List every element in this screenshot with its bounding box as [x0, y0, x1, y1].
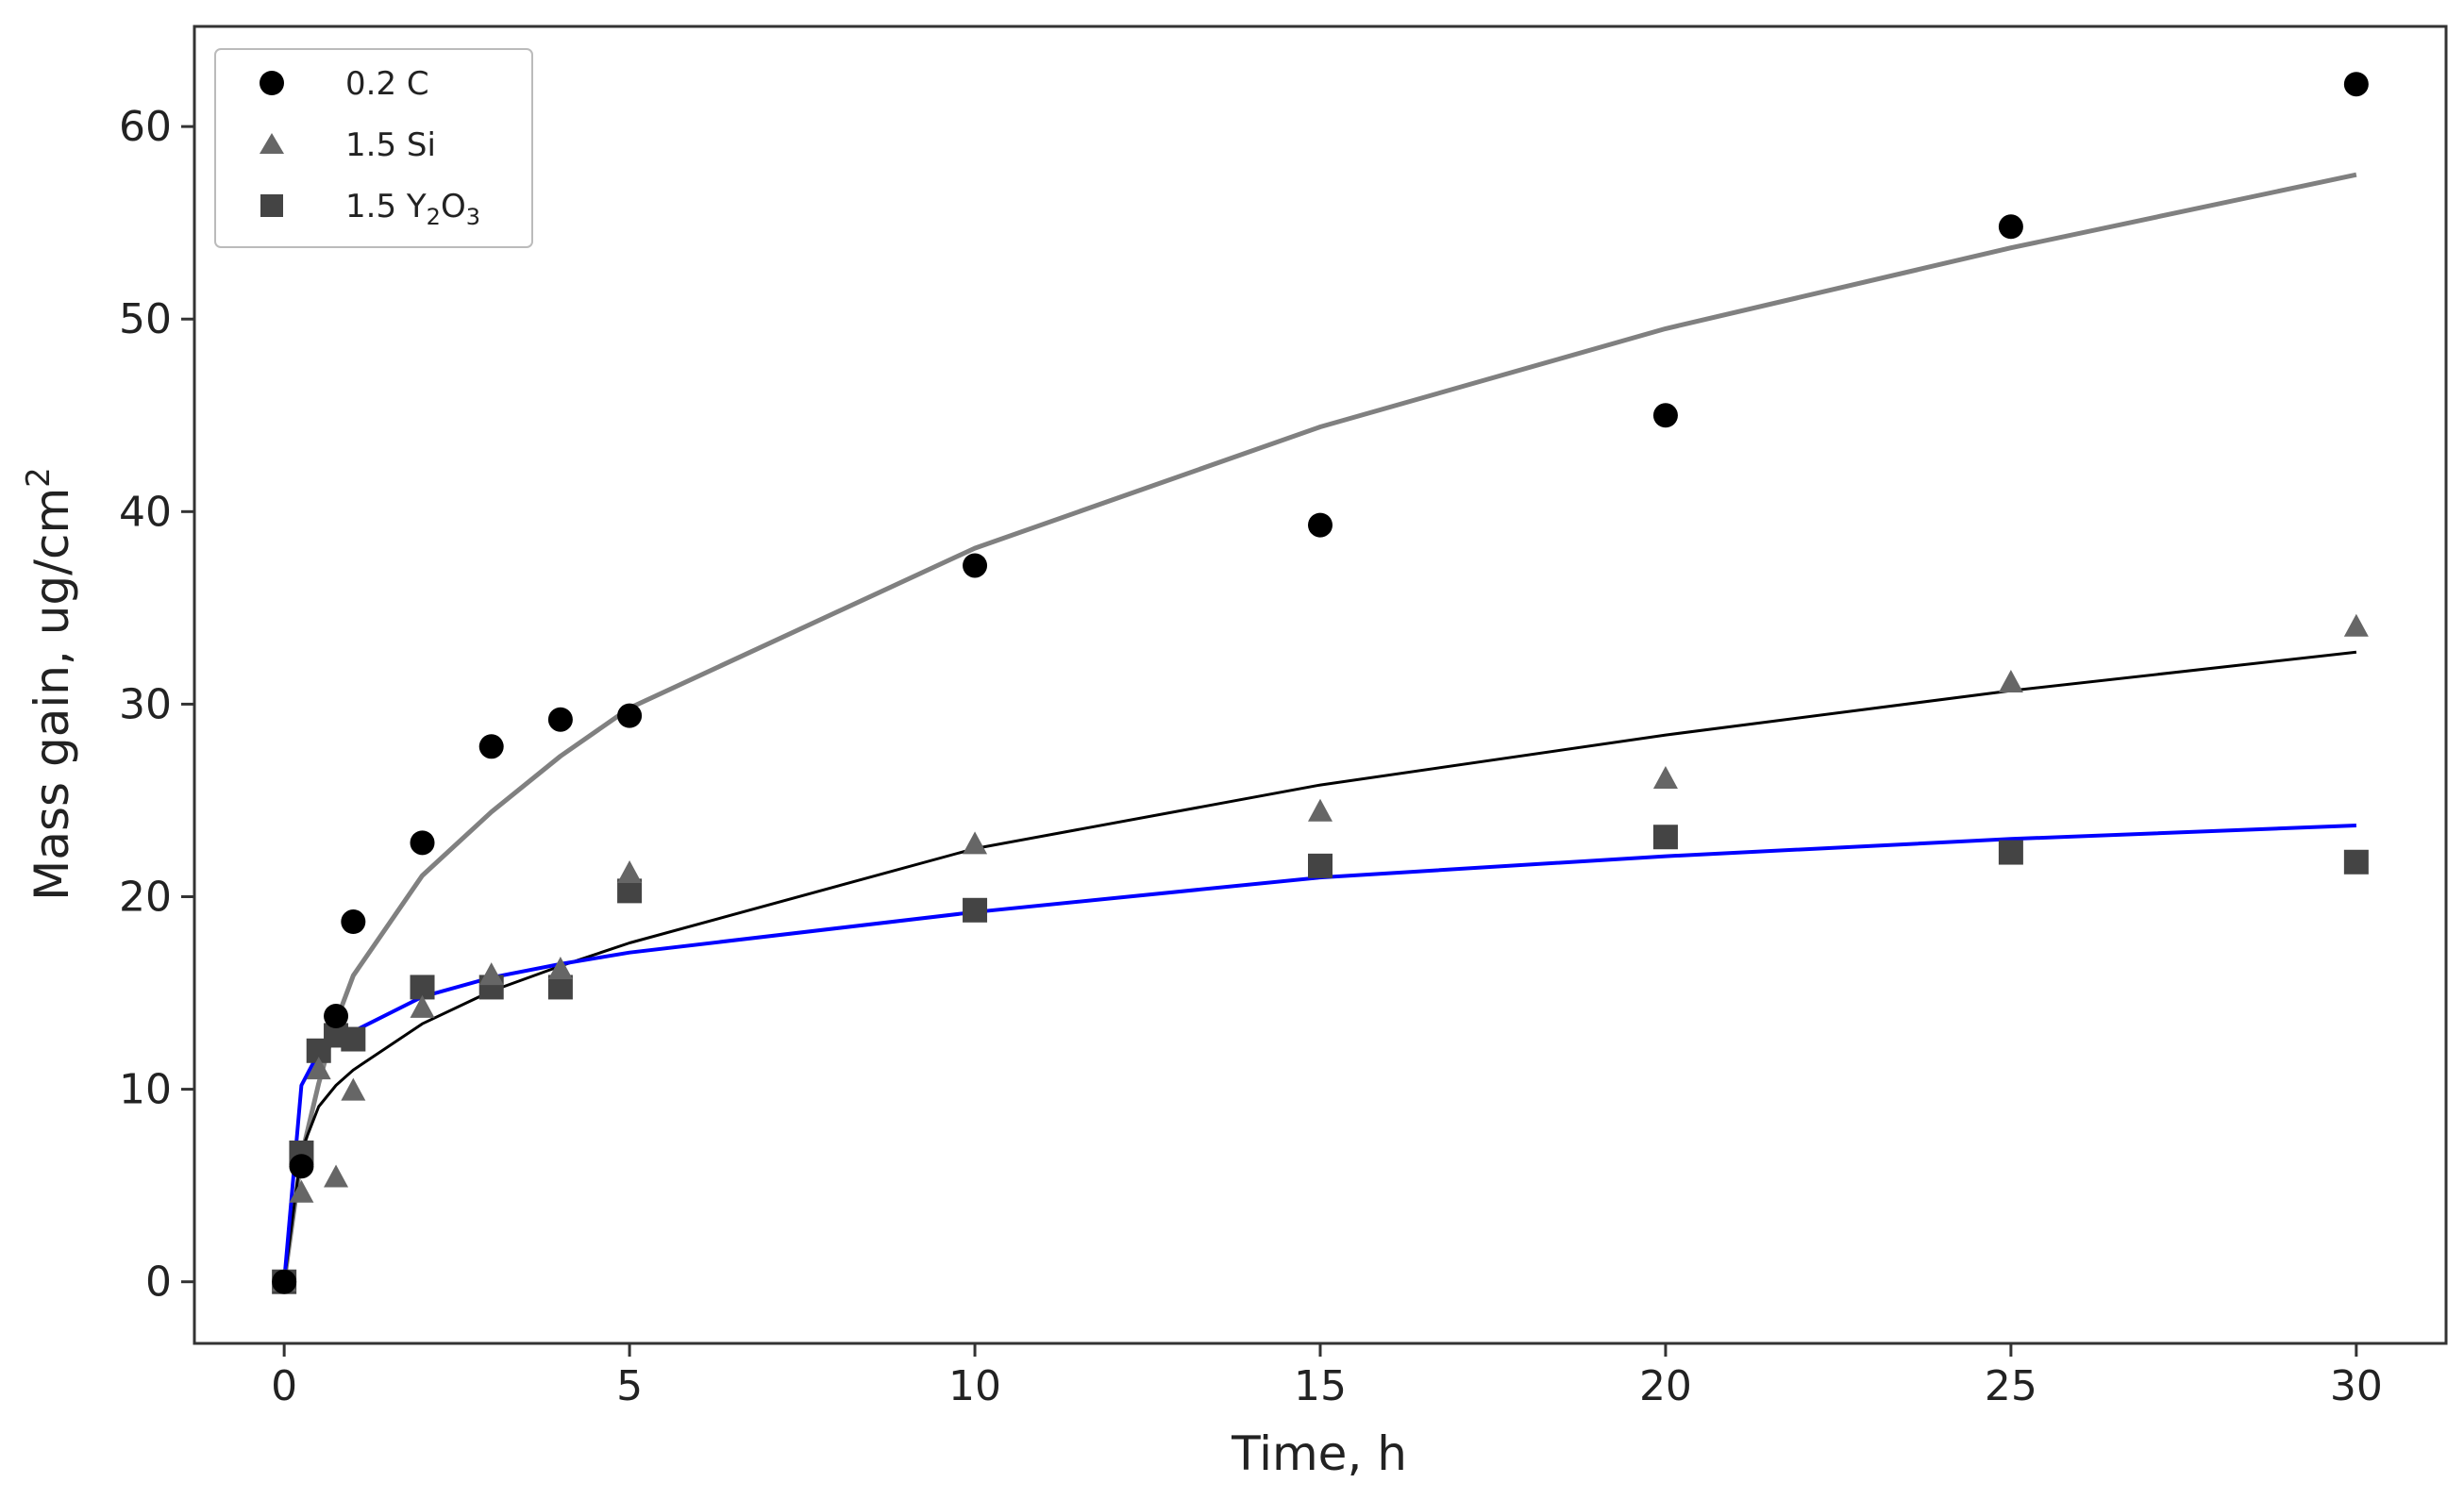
data-markers — [272, 72, 2369, 1294]
y-tick-label: 40 — [119, 488, 172, 536]
x-axis-ticks: 0 5 10 15 20 25 30 — [271, 1343, 2383, 1410]
legend-marker-1.5y2o3 — [260, 194, 283, 217]
data-point-circle — [478, 734, 504, 759]
legend-marker-1.5si — [260, 133, 284, 154]
y-tick-label: 60 — [119, 103, 172, 151]
legend-label-1.5y2o3-sub1: 2 — [427, 204, 441, 230]
legend-label-1.5y2o3-sub2: 3 — [466, 204, 480, 230]
data-point-triangle — [2343, 613, 2369, 637]
x-tick-label: 30 — [2330, 1362, 2383, 1410]
data-point-triangle — [341, 1077, 366, 1101]
y-tick-label: 50 — [119, 295, 172, 343]
data-point-square — [2343, 849, 2369, 875]
x-tick-label: 15 — [1294, 1362, 1347, 1410]
y-tick-label: 0 — [145, 1258, 172, 1307]
data-point-triangle — [1308, 798, 1333, 822]
legend-label-1.5y2o3-part1: 1.5 Y — [345, 188, 427, 225]
data-point-triangle — [289, 1179, 314, 1203]
data-point-circle — [289, 1154, 314, 1179]
data-point-circle — [272, 1269, 297, 1294]
data-point-square — [341, 1026, 366, 1052]
data-point-circle — [547, 707, 573, 732]
data-point-circle — [410, 830, 435, 856]
data-point-triangle — [1998, 669, 2023, 692]
data-point-triangle — [617, 860, 643, 884]
legend-label-1.5y2o3: 1.5 Y2O3 — [345, 188, 480, 230]
data-point-circle — [1308, 512, 1333, 538]
legend-box — [214, 48, 533, 248]
data-point-circle — [1998, 214, 2023, 240]
data-point-triangle — [306, 1057, 331, 1080]
data-point-square — [1308, 853, 1333, 878]
fit-line — [282, 650, 2357, 1282]
y-tick-label: 30 — [119, 680, 172, 728]
y-axis-title-superscript: 2 — [20, 467, 58, 488]
data-point-circle — [963, 553, 988, 578]
x-tick-label: 10 — [948, 1362, 1001, 1410]
y-tick-label: 10 — [119, 1066, 172, 1114]
data-point-triangle — [1652, 766, 1678, 790]
data-point-circle — [1652, 403, 1678, 428]
y-axis-title-text: Mass gain, ug/cm — [25, 488, 79, 901]
data-point-circle — [617, 703, 643, 728]
x-tick-label: 25 — [1985, 1362, 2037, 1410]
data-point-triangle — [410, 994, 435, 1018]
data-point-square — [1998, 840, 2023, 865]
data-point-triangle — [547, 957, 573, 980]
legend-label-1.5y2o3-part2: O — [441, 188, 466, 225]
data-point-square — [1652, 825, 1678, 850]
x-axis-title: Time, h — [1231, 1426, 1407, 1481]
legend-label-0.2c: 0.2 C — [345, 65, 429, 103]
y-axis-title: Mass gain, ug/cm2 — [20, 467, 79, 901]
y-tick-label: 20 — [119, 874, 172, 922]
legend: 0.2 C 1.5 Si 1.5 Y2O3 — [214, 48, 533, 248]
x-tick-label: 0 — [271, 1362, 297, 1410]
data-point-triangle — [324, 1164, 349, 1188]
data-point-triangle — [963, 831, 988, 855]
legend-marker-0.2c — [260, 71, 284, 95]
legend-label-1.5si: 1.5 Si — [345, 126, 436, 164]
data-point-circle — [324, 1004, 349, 1029]
data-point-circle — [2343, 72, 2369, 97]
data-point-circle — [341, 909, 366, 935]
y-axis-ticks: 0 10 20 30 40 50 60 — [119, 103, 194, 1307]
x-tick-label: 20 — [1639, 1362, 1692, 1410]
data-point-triangle — [478, 962, 504, 986]
data-point-square — [963, 897, 988, 923]
x-tick-label: 5 — [616, 1362, 643, 1410]
